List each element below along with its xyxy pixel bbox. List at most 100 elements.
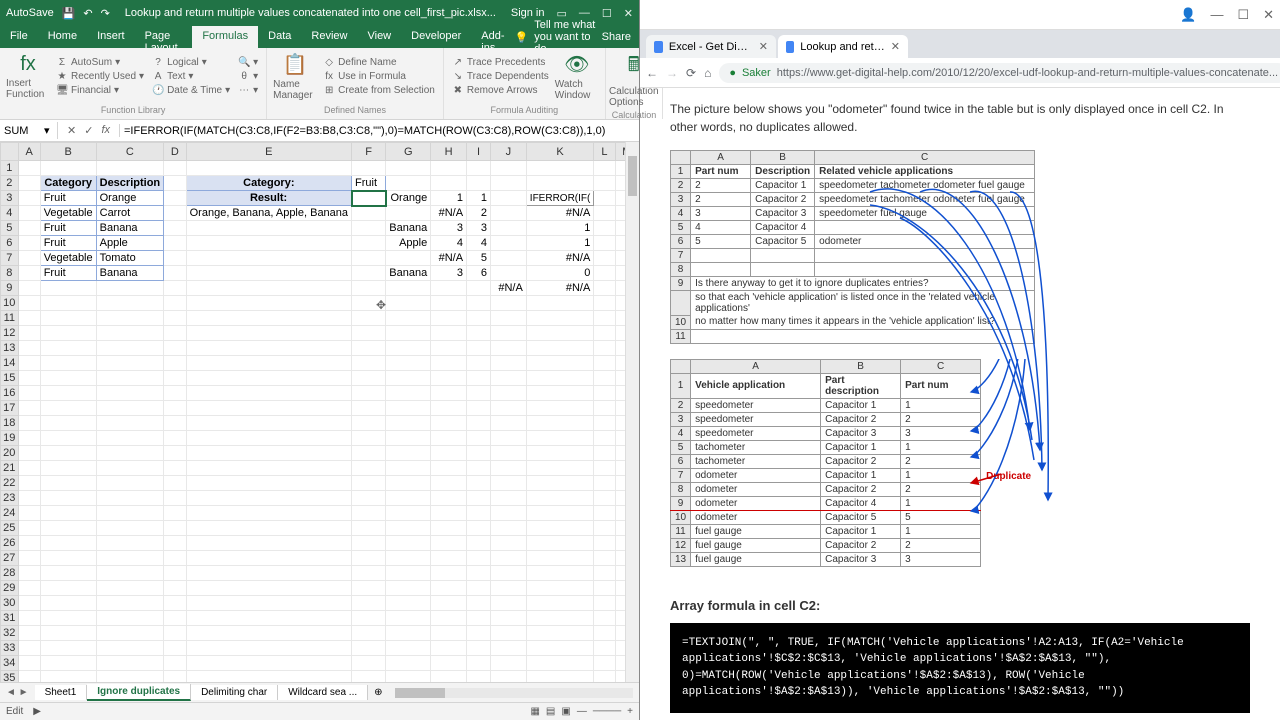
table2-wrap: ABC1Vehicle applicationPart descriptionP… bbox=[670, 359, 981, 579]
math-button[interactable]: θ▾ bbox=[236, 70, 260, 83]
text-button[interactable]: AText ▾ bbox=[150, 70, 232, 83]
reload-icon[interactable]: ⟳ bbox=[686, 66, 696, 80]
tab-data[interactable]: Data bbox=[258, 26, 301, 48]
zoom-slider[interactable]: ──── bbox=[593, 706, 621, 717]
define-label: Define Name bbox=[338, 57, 396, 68]
page-content[interactable]: The picture below shows you "odometer" f… bbox=[640, 88, 1280, 720]
file-name: Lookup and return multiple values concat… bbox=[110, 7, 511, 19]
share-button[interactable]: Share bbox=[602, 31, 631, 43]
tab-close-icon[interactable]: ✕ bbox=[759, 40, 768, 53]
view-normal-icon[interactable]: ▦ bbox=[530, 706, 539, 717]
formula-input[interactable]: =IFERROR(IF(MATCH(C3:C8,IF(F2=B3:B8,C3:C… bbox=[120, 123, 639, 139]
tab-home[interactable]: Home bbox=[38, 26, 87, 48]
tab-developer[interactable]: Developer bbox=[401, 26, 471, 48]
more-button[interactable]: ⋯▾ bbox=[236, 84, 260, 97]
back-icon[interactable]: ← bbox=[646, 66, 658, 80]
scroll-thumb[interactable] bbox=[628, 156, 637, 196]
watch-window-button[interactable]: 👁 Watch Window bbox=[555, 50, 599, 103]
save-icon[interactable]: 💾 bbox=[62, 7, 76, 20]
sheet-tab-delim[interactable]: Delimiting char bbox=[191, 685, 278, 700]
profile-icon[interactable]: 👤 bbox=[1180, 7, 1196, 23]
tab-review[interactable]: Review bbox=[301, 26, 357, 48]
financial-button[interactable]: 🖥Financial ▾ bbox=[54, 84, 146, 97]
fx-bar-icon[interactable]: fx bbox=[98, 124, 113, 137]
sheet-tab-ignore[interactable]: Ignore duplicates bbox=[87, 684, 191, 701]
lookup-button[interactable]: 🔍▾ bbox=[236, 56, 260, 69]
insert-function-button[interactable]: fx Insert Function bbox=[6, 50, 50, 103]
datetime-button[interactable]: 🕐Date & Time ▾ bbox=[150, 84, 232, 97]
remove-arrows-button[interactable]: ✖Remove Arrows bbox=[450, 84, 551, 97]
sheet-nav[interactable]: ◄ ► bbox=[0, 687, 35, 698]
watch-label: Watch Window bbox=[555, 79, 599, 101]
insert-fn-label: Insert Function bbox=[6, 78, 50, 100]
define-name-button[interactable]: ◇Define Name bbox=[321, 56, 437, 69]
define-icon: ◇ bbox=[323, 57, 335, 68]
forward-icon[interactable]: → bbox=[666, 66, 678, 80]
browser-titlebar: 👤 — ☐ ✕ bbox=[640, 0, 1280, 30]
maximize-icon[interactable]: ☐ bbox=[602, 7, 612, 20]
tab-close-icon[interactable]: ✕ bbox=[891, 40, 900, 53]
autosum-button[interactable]: ΣAutoSum ▾ bbox=[54, 56, 146, 69]
lookup-icon: 🔍 bbox=[238, 57, 250, 68]
redo-icon[interactable]: ↷ bbox=[101, 7, 110, 20]
cancel-icon[interactable]: ✕ bbox=[64, 124, 79, 137]
recently-label: Recently Used bbox=[71, 71, 136, 82]
zoom-in-icon[interactable]: + bbox=[627, 706, 633, 717]
logical-button[interactable]: ?Logical ▾ bbox=[150, 56, 232, 69]
status-bar: Edit ▶ ▦ ▤ ▣ — ──── + bbox=[0, 702, 639, 720]
url-input[interactable]: ● Saker https://www.get-digital-help.com… bbox=[719, 63, 1280, 83]
sheet-tab-wildcard[interactable]: Wildcard sea ... bbox=[278, 685, 368, 700]
status-mode: Edit bbox=[6, 706, 23, 717]
more-icon: ⋯ bbox=[238, 85, 250, 96]
worksheet-grid[interactable]: ABCDEFGHIJKLM12CategoryDescriptionCatego… bbox=[0, 142, 639, 682]
use-formula-button[interactable]: fxUse in Formula bbox=[321, 70, 437, 83]
view-page-icon[interactable]: ▤ bbox=[546, 706, 555, 717]
macro-icon[interactable]: ▶ bbox=[33, 706, 41, 717]
create-label: Create from Selection bbox=[338, 85, 435, 96]
logical-label: Logical bbox=[167, 57, 199, 68]
view-break-icon[interactable]: ▣ bbox=[561, 706, 570, 717]
browser-minimize-icon[interactable]: — bbox=[1210, 7, 1223, 22]
recently-button[interactable]: ★Recently Used ▾ bbox=[54, 70, 146, 83]
home-icon[interactable]: ⌂ bbox=[704, 66, 711, 80]
enter-icon[interactable]: ✓ bbox=[81, 124, 96, 137]
browser-close-icon[interactable]: ✕ bbox=[1263, 7, 1274, 23]
name-manager-button[interactable]: 📋 Name Manager bbox=[273, 50, 317, 103]
tab-addins[interactable]: Add-ins bbox=[471, 26, 514, 48]
tab-insert[interactable]: Insert bbox=[87, 26, 135, 48]
ribbon: fx Insert Function ΣAutoSum ▾ ★Recently … bbox=[0, 48, 639, 120]
remove-icon: ✖ bbox=[452, 85, 464, 96]
horizontal-scrollbar[interactable] bbox=[395, 688, 633, 698]
lock-icon: ● bbox=[729, 67, 736, 79]
vertical-scrollbar[interactable] bbox=[625, 142, 639, 682]
tab-pagelayout[interactable]: Page Layout bbox=[135, 26, 193, 48]
ribbon-opts-icon[interactable]: ▭ bbox=[557, 7, 567, 20]
trace-prec-button[interactable]: ↗Trace Precedents bbox=[450, 56, 551, 69]
zoom-out-icon[interactable]: — bbox=[577, 706, 587, 717]
trace-dep-button[interactable]: ↘Trace Dependents bbox=[450, 70, 551, 83]
tab-formulas[interactable]: Formulas bbox=[192, 26, 258, 48]
browser-tab-2[interactable]: Lookup and return mult... ✕ bbox=[778, 35, 908, 58]
name-box-input[interactable] bbox=[4, 125, 44, 137]
undo-icon[interactable]: ↶ bbox=[83, 7, 92, 20]
sheet-tabs: ◄ ► Sheet1 Ignore duplicates Delimiting … bbox=[0, 682, 639, 702]
add-sheet-button[interactable]: ⊕ bbox=[368, 687, 388, 698]
name-box[interactable]: ▾ bbox=[0, 122, 58, 139]
clock-icon: 🕐 bbox=[152, 85, 164, 96]
sheet-tab-sheet1[interactable]: Sheet1 bbox=[35, 685, 88, 700]
tab-view[interactable]: View bbox=[357, 26, 401, 48]
browser-maximize-icon[interactable]: ☐ bbox=[1237, 7, 1249, 23]
signin-button[interactable]: Sign in bbox=[511, 7, 545, 20]
create-sel-button[interactable]: ⊞Create from Selection bbox=[321, 84, 437, 97]
hscroll-thumb[interactable] bbox=[395, 688, 445, 698]
browser-tab-1[interactable]: Excel - Get Digital Help ✕ bbox=[646, 35, 776, 58]
close-icon[interactable]: ✕ bbox=[624, 7, 633, 20]
browser-addressbar: ← → ⟳ ⌂ ● Saker https://www.get-digital-… bbox=[640, 58, 1280, 88]
table1-wrap: ABC1Part numDescriptionRelated vehicle a… bbox=[670, 150, 1035, 356]
tab-file[interactable]: File bbox=[0, 26, 38, 48]
math-icon: θ bbox=[238, 71, 250, 82]
create-icon: ⊞ bbox=[323, 85, 335, 96]
autosave-toggle[interactable]: AutoSave bbox=[6, 7, 54, 19]
dep-icon: ↘ bbox=[452, 71, 464, 82]
minimize-icon[interactable]: — bbox=[579, 7, 590, 20]
